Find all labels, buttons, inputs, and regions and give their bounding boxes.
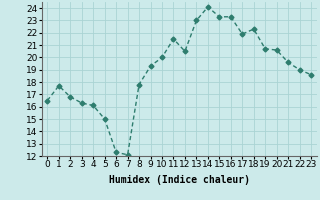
X-axis label: Humidex (Indice chaleur): Humidex (Indice chaleur) bbox=[109, 175, 250, 185]
